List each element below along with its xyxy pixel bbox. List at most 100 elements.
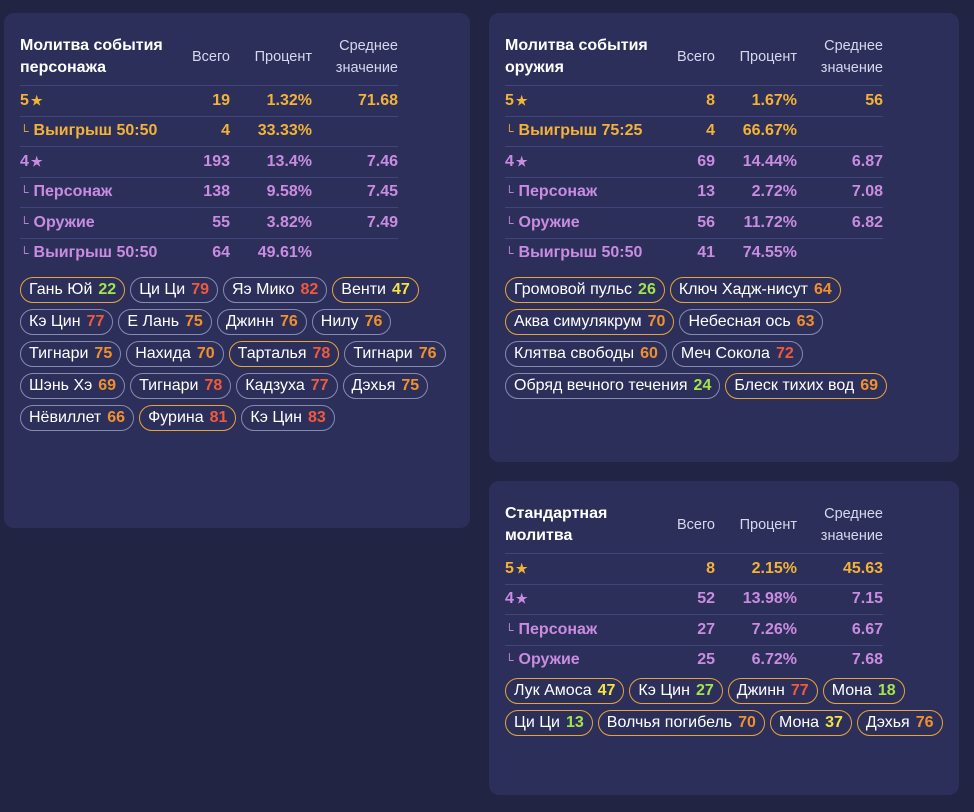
percent-cell: 9.58% <box>230 176 312 208</box>
chip-name: Кэ Цин <box>638 682 690 699</box>
chip-name: Дэхья <box>351 377 396 394</box>
pull-chip[interactable]: Тарталья 78 <box>228 341 340 367</box>
chip-name: Ци Ци <box>139 281 186 298</box>
pull-chip[interactable]: Ключ Хадж-нисут 64 <box>669 277 841 303</box>
star-icon: ★ <box>515 560 528 576</box>
average-cell: 6.67 <box>797 614 883 645</box>
total-cell: 4 <box>655 115 715 147</box>
pull-chip[interactable]: Небесная ось 63 <box>679 309 824 335</box>
row-label: └ Выигрыш 50:50 <box>20 115 170 147</box>
chip-pity-count: 24 <box>693 377 712 394</box>
tree-branch-icon: └ <box>20 124 29 139</box>
row-label-text: Выигрыш 50:50 <box>33 122 158 140</box>
tree-branch-icon: └ <box>20 215 29 230</box>
chip-name: Аква симулякрум <box>514 313 642 330</box>
pull-chip[interactable]: Венти 47 <box>332 277 419 303</box>
chip-name: Тигнари <box>29 345 89 362</box>
chip-name: Гань Юй <box>29 281 93 298</box>
pull-chip[interactable]: Джинн 76 <box>216 309 307 335</box>
pull-chip[interactable]: Ци Ци 13 <box>505 710 593 736</box>
column-header-average: Среднее значение <box>335 38 398 76</box>
pull-chip[interactable]: Клятва свободы 60 <box>505 341 667 367</box>
stats-row: └ Персонаж 27 7.26% 6.67 <box>505 614 883 645</box>
column-header-average: Среднее значение <box>820 506 883 544</box>
chip-pity-count: 82 <box>300 281 319 298</box>
card-title: Молитва события оружия <box>505 37 648 76</box>
chip-pity-count: 47 <box>597 682 616 699</box>
row-label: └ Выигрыш 50:50 <box>505 237 655 268</box>
row-label-text: Персонаж <box>518 620 598 638</box>
pull-chip[interactable]: Кадзуха 77 <box>236 373 338 399</box>
pull-chip[interactable]: Нёвиллет 66 <box>20 405 135 431</box>
star-icon: ★ <box>30 153 43 169</box>
chip-pity-count: 78 <box>204 377 223 394</box>
total-cell: 138 <box>170 176 230 208</box>
tree-branch-icon: └ <box>20 185 29 200</box>
stats-row: 4 ★ 52 13.98% 7.15 <box>505 583 883 615</box>
chip-pity-count: 72 <box>775 345 794 362</box>
pull-chip[interactable]: Кэ Цин 27 <box>629 678 723 704</box>
pull-chip[interactable]: Тигнари 76 <box>344 341 446 367</box>
total-cell: 27 <box>655 614 715 645</box>
stats-row: └ Выигрыш 50:50 64 49.61% <box>20 237 398 268</box>
stats-rows: 5 ★ 8 1.67% 56 └ Выигрыш 75:25 4 66.67% 4 ★ 69 14.44… <box>505 85 883 268</box>
pull-chip[interactable]: Ци Ци 79 <box>130 277 218 303</box>
total-cell: 193 <box>170 146 230 177</box>
chip-name: Клятва свободы <box>514 345 635 362</box>
chip-pity-count: 76 <box>915 714 934 731</box>
pull-chip[interactable]: Нахида 70 <box>126 341 224 367</box>
percent-cell: 49.61% <box>230 237 312 268</box>
chip-pity-count: 76 <box>418 345 437 362</box>
pull-chip[interactable]: Нилу 76 <box>311 309 392 335</box>
average-cell: 7.45 <box>312 176 398 208</box>
chip-name: Яэ Мико <box>231 281 295 298</box>
chip-pity-count: 70 <box>647 313 666 330</box>
pull-chip[interactable]: Тигнари 78 <box>130 373 232 399</box>
pull-chip[interactable]: Джинн 77 <box>727 678 818 704</box>
pull-chip[interactable]: Гань Юй 22 <box>20 277 126 303</box>
pull-chip[interactable]: Обряд вечного течения 24 <box>505 373 721 399</box>
chip-pity-count: 63 <box>796 313 815 330</box>
total-cell: 55 <box>170 207 230 238</box>
pull-chip[interactable]: Дэхья 75 <box>342 373 429 399</box>
row-label-text: 5 <box>505 91 514 109</box>
chip-name: Кэ Цин <box>250 409 302 426</box>
stats-row: 5 ★ 8 1.67% 56 <box>505 85 883 116</box>
pull-chip[interactable]: Кэ Цин 77 <box>20 309 114 335</box>
stats-row: 5 ★ 19 1.32% 71.68 <box>20 85 398 116</box>
pull-chip[interactable]: Громовой пульс 26 <box>505 277 665 303</box>
pull-chip[interactable]: Мона 37 <box>769 710 852 736</box>
tree-branch-icon: └ <box>505 185 514 200</box>
percent-cell: 3.82% <box>230 207 312 238</box>
pull-chip[interactable]: Волчья погибель 70 <box>597 710 765 736</box>
pull-chip[interactable]: Мона 18 <box>822 678 905 704</box>
row-label: └ Персонаж <box>505 176 655 208</box>
pull-chip[interactable]: Шэнь Хэ 69 <box>20 373 126 399</box>
pull-chip[interactable]: Кэ Цин 83 <box>241 405 335 431</box>
pull-chip[interactable]: Е Лань 75 <box>118 309 212 335</box>
row-label-text: 4 <box>505 152 514 170</box>
chip-pity-count: 76 <box>364 313 383 330</box>
chip-name: Небесная ось <box>688 313 791 330</box>
chip-name: Нёвиллет <box>29 409 102 426</box>
pull-chip[interactable]: Дэхья 76 <box>856 710 943 736</box>
pull-history-chips: Лук Амоса 47 Кэ Цин 27 Джинн 77 Мона 18 Ци Ци 13 В… <box>505 678 945 736</box>
row-label: └ Выигрыш 75:25 <box>505 115 655 147</box>
pull-chip[interactable]: Тигнари 75 <box>20 341 122 367</box>
percent-cell: 66.67% <box>715 115 797 147</box>
row-label: └ Оружие <box>505 644 655 675</box>
pull-chip[interactable]: Меч Сокола 72 <box>671 341 803 367</box>
stats-row: └ Персонаж 13 2.72% 7.08 <box>505 176 883 208</box>
pull-chip[interactable]: Блеск тихих вод 69 <box>725 373 887 399</box>
pull-chip[interactable]: Яэ Мико 82 <box>222 277 328 303</box>
pull-chip[interactable]: Аква симулякрум 70 <box>505 309 675 335</box>
row-label-text: 4 <box>20 152 29 170</box>
total-cell: 41 <box>655 237 715 268</box>
pull-chip[interactable]: Лук Амоса 47 <box>505 678 625 704</box>
pull-chip[interactable]: Фурина 81 <box>139 405 237 431</box>
chip-pity-count: 75 <box>401 377 420 394</box>
chip-name: Волчья погибель <box>606 714 733 731</box>
tree-branch-icon: └ <box>505 215 514 230</box>
total-cell: 56 <box>655 207 715 238</box>
row-label-text: 5 <box>505 559 514 577</box>
